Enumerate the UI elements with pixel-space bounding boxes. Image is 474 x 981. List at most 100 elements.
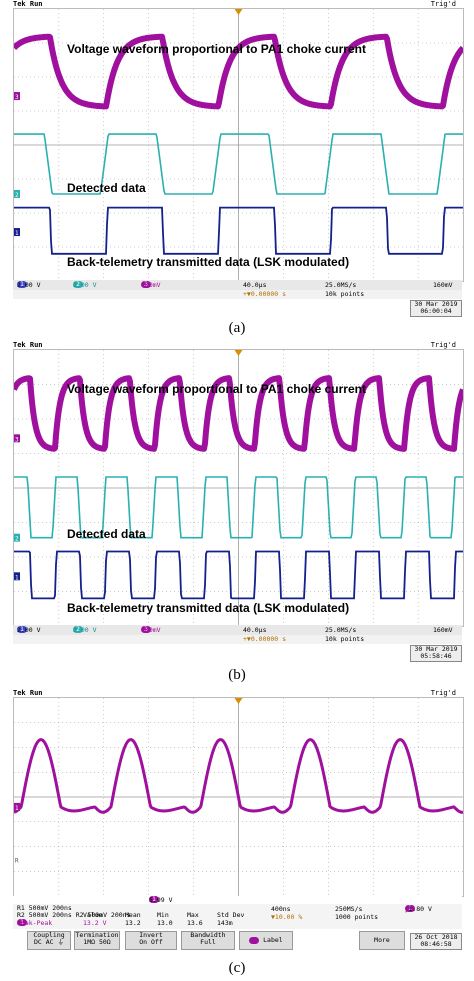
meas-ref-2: R2 500mV 200ns R2 500mV 200ns bbox=[17, 911, 131, 919]
timebase: 40.0µs bbox=[243, 281, 267, 289]
caption-b: (b) bbox=[228, 667, 246, 683]
caption-c: (c) bbox=[228, 960, 246, 976]
ch1-ground-marker: 1 bbox=[14, 228, 20, 237]
meas-header-stddev: Std Dev bbox=[217, 911, 245, 919]
label-detected-data: Detected data bbox=[67, 527, 146, 541]
svg-text:1: 1 bbox=[15, 805, 19, 812]
record-length: 1000 points bbox=[335, 913, 379, 921]
ch1-ground-marker: 1 bbox=[14, 572, 20, 581]
meas-header-max: Max bbox=[187, 911, 199, 919]
sample-rate: 250MS/s bbox=[335, 905, 363, 913]
timestamp: 30 Mar 2019 06:00:04 bbox=[410, 300, 462, 317]
meas-header-mean: Mean bbox=[125, 911, 141, 919]
series-2-trace bbox=[14, 133, 463, 195]
ch3-ground-marker: 3 bbox=[14, 434, 20, 443]
cursor-value: 5.99 V bbox=[149, 896, 173, 904]
sample-rate: 25.0MS/s bbox=[325, 626, 357, 634]
channel-readout-bar: 1 2.00 V 2 2.00 V 3 100mV 40.0µs 25.0MS/… bbox=[13, 280, 462, 290]
scope-status-bar: Tek Run Trig'd bbox=[13, 689, 462, 697]
timestamp-date: 30 Mar 2019 bbox=[414, 300, 458, 308]
scope-status-bar: Tek Run Trig'd bbox=[13, 0, 462, 8]
meas-mean: 13.2 bbox=[125, 919, 141, 927]
graticule bbox=[14, 9, 463, 281]
coupling-button[interactable]: Coupling DC AC ⏚ bbox=[27, 931, 71, 950]
trigger-position: ▼ 10.00 % bbox=[271, 913, 303, 921]
trigger-marker-icon bbox=[234, 9, 243, 15]
meas-value: 13.2 V bbox=[83, 919, 107, 927]
label-detected-data: Detected data bbox=[67, 181, 146, 195]
timestamp: 26 Oct 2018 08:46:58 bbox=[410, 933, 462, 950]
trigger-marker-icon bbox=[234, 698, 243, 704]
run-status: Tek Run bbox=[13, 341, 43, 349]
scope-plot-a: 3 2 1 bbox=[13, 8, 464, 282]
invert-button[interactable]: Invert On Off bbox=[125, 931, 177, 950]
label-back-telemetry: Back-telemetry transmitted data (LSK mod… bbox=[67, 601, 350, 615]
timestamp: 30 Mar 2019 05:58:46 bbox=[410, 645, 462, 662]
measurement-table: R1 500mV 200ns R2 500mV 200ns R2 500mV 2… bbox=[13, 904, 462, 929]
trigger-delay: +▼0.00000 s bbox=[243, 290, 287, 298]
series-1-trace bbox=[14, 550, 463, 600]
timestamp-date: 26 Oct 2018 bbox=[414, 933, 458, 941]
meas-stddev: 143m bbox=[217, 919, 233, 927]
svg-text:1: 1 bbox=[15, 574, 19, 581]
trigger-delay: +▼0.00000 s bbox=[243, 635, 287, 643]
graticule bbox=[14, 350, 463, 626]
trigger-status: Trig'd bbox=[430, 341, 456, 349]
ch1-ground-marker: 1 bbox=[14, 802, 20, 812]
meas-header-value: Value bbox=[83, 911, 103, 919]
bandwidth-button[interactable]: Bandwidth Full bbox=[181, 931, 235, 950]
timebase: 400ns bbox=[271, 905, 291, 913]
timebase: 40.0µs bbox=[243, 626, 267, 634]
run-status: Tek Run bbox=[13, 689, 43, 697]
trigger-marker-icon bbox=[234, 350, 243, 356]
trigger-level: 1.80 V bbox=[408, 905, 432, 913]
svg-text:2: 2 bbox=[15, 192, 19, 199]
scope-panel-a: Tek Run Trig'd 3 2 1 Voltage waveform prop… bbox=[13, 0, 464, 318]
scope-panel-b: Tek Run Trig'd 3 2 1 Voltage waveform prop… bbox=[13, 341, 464, 663]
svg-text:3: 3 bbox=[15, 94, 19, 101]
ch2-ground-marker: 2 bbox=[14, 533, 20, 543]
label-voltage-waveform: Voltage waveform proportional to PA1 cho… bbox=[67, 382, 366, 396]
meas-ref-1: R1 500mV 200ns bbox=[17, 904, 72, 912]
run-status: Tek Run bbox=[13, 0, 43, 8]
scope-plot-b: 3 2 1 bbox=[13, 349, 464, 627]
label-button[interactable]: Label bbox=[239, 931, 293, 950]
meas-name: Peak-Peak bbox=[17, 919, 53, 927]
timestamp-time: 06:00:04 bbox=[420, 307, 452, 315]
horizontal-readout-bar: +▼0.00000 s 10k points bbox=[13, 635, 462, 644]
meas-min: 13.0 bbox=[157, 919, 173, 927]
series-3-trace bbox=[14, 375, 463, 452]
series-2-trace bbox=[14, 476, 463, 539]
svg-text:1: 1 bbox=[15, 230, 19, 237]
timestamp-time: 05:58:46 bbox=[420, 652, 452, 660]
timestamp-time: 08:46:58 bbox=[420, 940, 452, 948]
ch2-ground-marker: 2 bbox=[14, 189, 20, 199]
record-length: 10k points bbox=[325, 635, 365, 643]
meas-max: 13.6 bbox=[187, 919, 203, 927]
label-back-telemetry: Back-telemetry transmitted data (LSK mod… bbox=[67, 255, 350, 269]
scope-status-bar: Tek Run Trig'd bbox=[13, 341, 462, 349]
channel-readout-bar: 1 2.00 V 2 2.00 V 3 100mV 40.0µs 25.0MS/… bbox=[13, 625, 462, 635]
record-length: 10k points bbox=[325, 290, 365, 298]
label-voltage-waveform: Voltage waveform proportional to PA1 cho… bbox=[67, 42, 366, 56]
termination-button[interactable]: Termination 1MΩ 50Ω bbox=[74, 931, 120, 950]
trigger-level: 160mV bbox=[433, 626, 453, 634]
timestamp-date: 30 Mar 2019 bbox=[414, 645, 458, 653]
series-1-trace bbox=[14, 206, 463, 255]
trigger-status: Trig'd bbox=[430, 689, 456, 697]
trigger-level: 160mV bbox=[433, 281, 453, 289]
cursor-readout: 1 5.99 V bbox=[13, 896, 462, 904]
horizontal-readout-bar: +▼0.00000 s 10k points bbox=[13, 290, 462, 299]
sample-rate: 25.0MS/s bbox=[325, 281, 357, 289]
caption-a: (a) bbox=[228, 320, 246, 336]
meas-header-min: Min bbox=[157, 911, 169, 919]
ch3-ground-marker: 3 bbox=[14, 92, 20, 101]
trigger-status: Trig'd bbox=[430, 0, 456, 8]
more-button[interactable]: More bbox=[359, 931, 405, 950]
scope-plot-c: 1R bbox=[13, 697, 464, 897]
svg-text:2: 2 bbox=[15, 536, 19, 543]
series-3-trace bbox=[14, 33, 463, 110]
svg-text:3: 3 bbox=[15, 436, 19, 443]
series-1-trace bbox=[14, 738, 463, 814]
